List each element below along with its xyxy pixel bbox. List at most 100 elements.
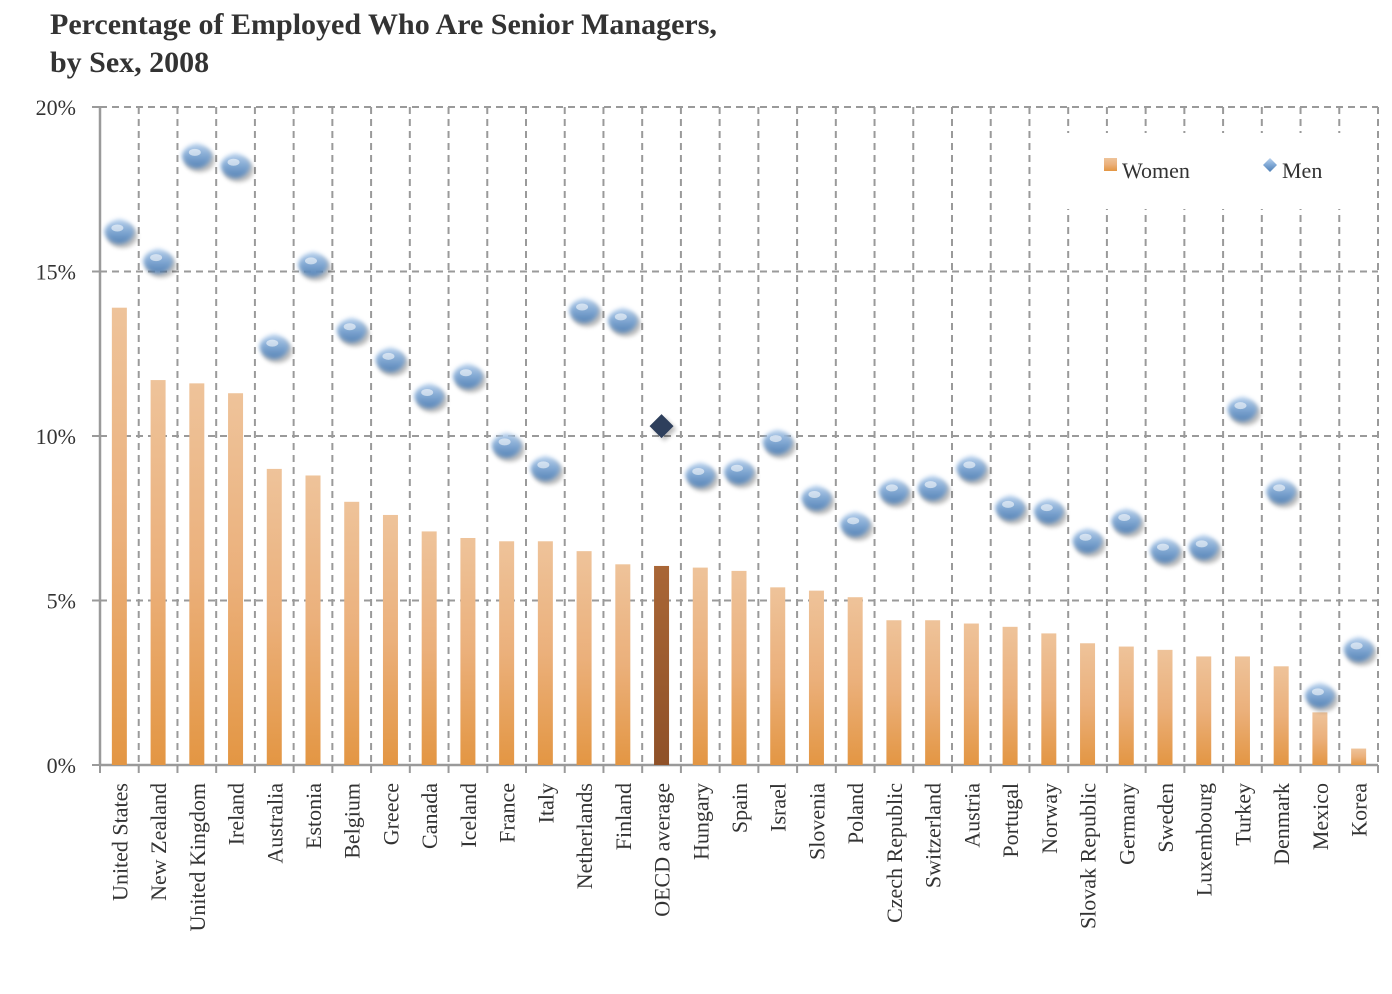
x-category-label: Ireland xyxy=(224,783,249,845)
men-marker-shape xyxy=(104,219,135,245)
x-category-label: Slovenia xyxy=(804,783,829,860)
x-category-label: Belgium xyxy=(340,783,365,859)
women-bar xyxy=(1273,666,1289,765)
men-marker-shape xyxy=(491,432,522,458)
legend-women-label: Women xyxy=(1122,158,1190,183)
men-marker xyxy=(143,248,177,278)
women-bar xyxy=(189,383,205,765)
men-marker-shine xyxy=(614,313,627,321)
men-marker-shine xyxy=(731,464,743,472)
men-marker xyxy=(414,383,448,413)
men-marker-shape xyxy=(375,347,406,373)
men-marker-shape xyxy=(995,495,1026,521)
men-marker xyxy=(1227,396,1261,426)
x-category-label: Estonia xyxy=(301,783,326,849)
men-marker-shape xyxy=(220,153,251,179)
men-marker xyxy=(530,455,564,485)
men-marker-shine xyxy=(343,323,356,331)
men-marker xyxy=(801,485,835,515)
x-category-label: Turkey xyxy=(1230,783,1255,846)
men-marker xyxy=(1072,528,1106,558)
x-category-label: Poland xyxy=(843,783,868,844)
x-category-label: Italy xyxy=(533,783,558,823)
legend-men-label: Men xyxy=(1282,158,1322,183)
women-bar xyxy=(344,501,360,765)
legend: Women Men xyxy=(1062,133,1377,209)
men-marker-shine xyxy=(1079,533,1092,541)
x-category-label: Czech Republic xyxy=(882,783,907,923)
men-marker-shape xyxy=(414,383,445,409)
women-bar xyxy=(421,531,437,765)
men-marker xyxy=(104,219,138,249)
men-marker-shine xyxy=(111,224,124,232)
women-bar xyxy=(1234,656,1250,765)
men-marker-shape xyxy=(569,297,600,323)
women-bar xyxy=(925,620,941,765)
men-marker-shape xyxy=(685,462,716,488)
y-tick-label: 0% xyxy=(47,753,76,778)
men-marker xyxy=(607,307,641,337)
women-bar xyxy=(1080,643,1096,765)
men-marker-shape xyxy=(530,455,561,481)
men-marker-shine xyxy=(1118,514,1131,522)
men-marker-shape xyxy=(336,317,367,343)
men-marker-shine xyxy=(459,369,472,377)
men-marker xyxy=(452,363,486,393)
men-marker xyxy=(762,429,796,459)
men-marker xyxy=(840,511,874,541)
women-bar xyxy=(1157,649,1173,765)
women-bar xyxy=(266,468,282,765)
x-category-label: Slovak Republic xyxy=(1076,783,1101,929)
men-marker-shape xyxy=(649,414,674,439)
chart-title-line1: Percentage of Employed Who Are Senior Ma… xyxy=(50,8,717,41)
women-bar xyxy=(1118,646,1134,765)
women-bar xyxy=(808,590,824,765)
x-category-label: Norway xyxy=(1037,783,1062,854)
chart-title-line2: by Sex, 2008 xyxy=(50,46,210,79)
women-bar xyxy=(1196,656,1212,765)
legend-men-swatch xyxy=(1263,158,1277,172)
men-marker-shine xyxy=(769,435,782,443)
x-category-label: Sweden xyxy=(1153,783,1178,853)
x-category-label: Austria xyxy=(959,783,984,848)
x-category-label: Israel xyxy=(766,783,791,832)
men-marker-shine xyxy=(1157,543,1169,551)
women-bar xyxy=(692,567,708,765)
women-bar xyxy=(150,380,166,765)
men-marker-shine xyxy=(1195,540,1208,548)
x-category-label: Denmark xyxy=(1269,783,1294,865)
women-bar xyxy=(847,597,863,765)
x-category-label: Switzerland xyxy=(921,783,946,888)
men-marker xyxy=(375,347,409,377)
men-marker-shape xyxy=(840,511,871,537)
x-category-label: United States xyxy=(107,783,132,901)
x-category-label: Iceland xyxy=(456,783,481,848)
men-marker-shine xyxy=(227,158,240,166)
axis-labels: 0% 5% 10% 15% 20% United States New Zealand Uni… xyxy=(36,95,1372,932)
men-marker-shape xyxy=(1266,478,1297,504)
women-bar xyxy=(1041,633,1057,765)
men-marker-shape xyxy=(1304,682,1335,708)
men-marker-shine xyxy=(576,303,589,311)
men-marker-shine xyxy=(1040,504,1053,512)
women-bar xyxy=(731,570,747,765)
men-marker-shine xyxy=(537,461,550,469)
x-category-label: Australia xyxy=(262,783,287,864)
x-category-label: Germany xyxy=(1114,783,1139,865)
men-marker xyxy=(1150,538,1183,568)
men-marker xyxy=(685,462,719,492)
men-marker-shape xyxy=(724,459,754,485)
men-marker-shape xyxy=(181,143,212,169)
men-marker-shine xyxy=(924,481,937,489)
men-marker xyxy=(724,459,757,489)
men-marker-shine xyxy=(808,491,821,499)
men-marker-shape xyxy=(1188,534,1219,560)
women-bars xyxy=(111,307,1367,765)
men-marker-shine xyxy=(1234,402,1247,410)
men-marker-shine xyxy=(1311,688,1324,696)
men-marker-shape xyxy=(1072,528,1103,554)
men-marker xyxy=(1304,682,1338,712)
x-category-label: Portugal xyxy=(998,783,1023,858)
x-category-label: Finland xyxy=(611,783,636,850)
